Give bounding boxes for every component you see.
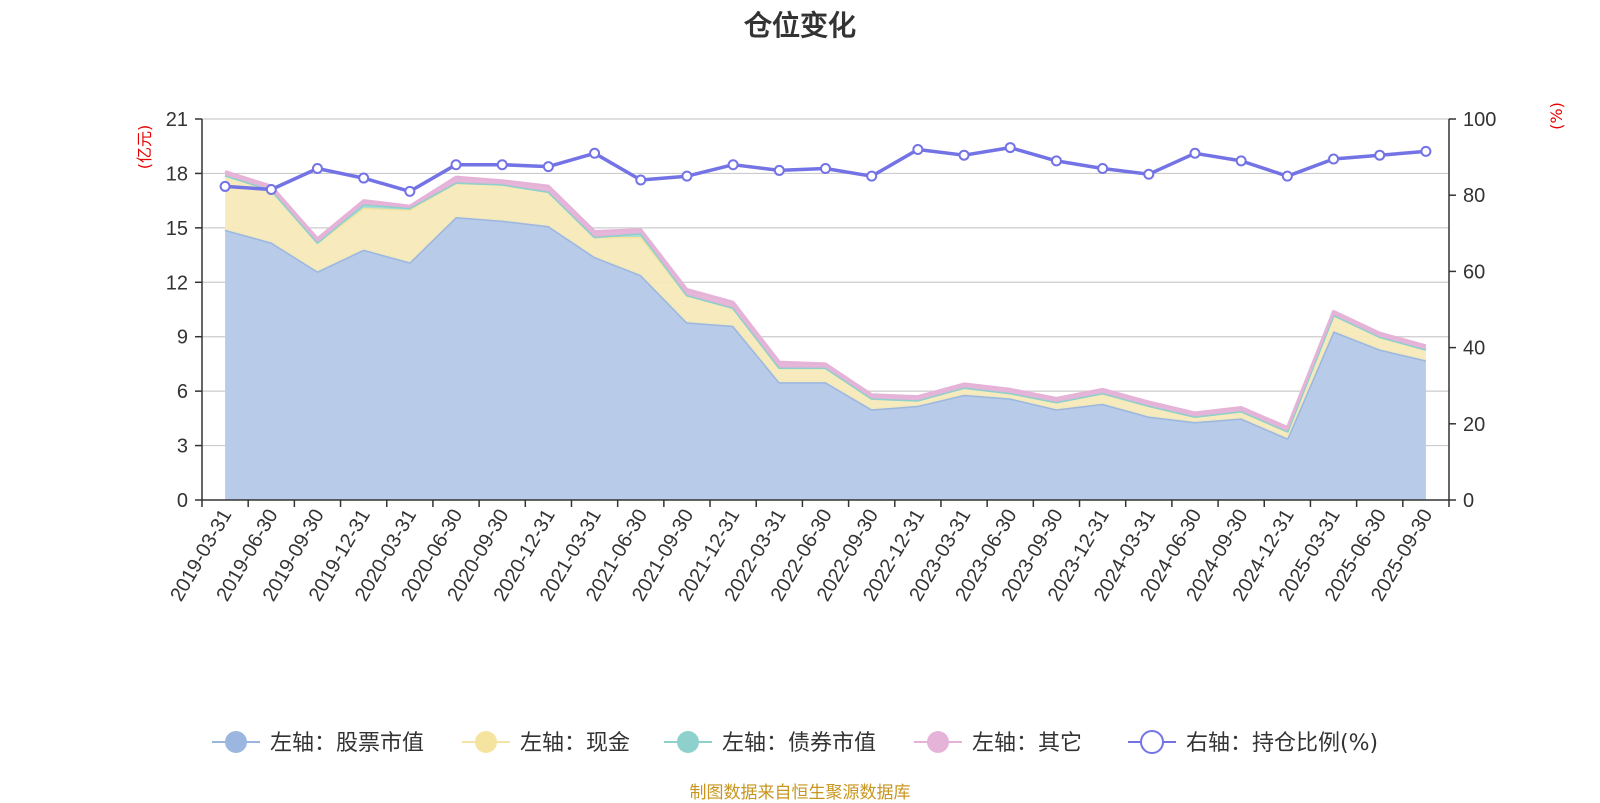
- left-tick-label: 3: [177, 436, 188, 458]
- ratio-point: [589, 147, 601, 159]
- right-tick-label: 20: [1463, 414, 1485, 436]
- right-tick-label: 0: [1463, 490, 1474, 512]
- right-tick-label: 100: [1463, 109, 1496, 131]
- legend-marker-2: [677, 731, 699, 753]
- area-series-3-edge: [224, 170, 1427, 429]
- ratio-point: [219, 180, 231, 192]
- ratio-point: [727, 159, 739, 171]
- legend-label-2: 左轴：债券市值: [722, 731, 876, 756]
- legend-label-1: 左轴：现金: [520, 731, 630, 756]
- ratio-point: [1328, 153, 1340, 165]
- right-axis-unit: (%): [1547, 102, 1566, 130]
- ratio-point: [404, 185, 416, 197]
- area-layer: [224, 170, 1427, 500]
- right-tick-label: 80: [1463, 185, 1485, 207]
- ratio-point: [1050, 155, 1062, 167]
- legend-label-4: 右轴：持仓比例(%): [1186, 731, 1378, 756]
- ratio-point: [958, 149, 970, 161]
- ratio-point: [542, 161, 554, 173]
- ratio-point: [681, 170, 693, 182]
- data-source-note: 制图数据来自恒生聚源数据库: [689, 783, 911, 802]
- left-axis-unit: (亿元): [135, 125, 154, 170]
- ratio-point: [1143, 168, 1155, 180]
- ratio-point: [265, 183, 277, 195]
- ratio-point: [1189, 147, 1201, 159]
- legend-label-3: 左轴：其它: [972, 731, 1082, 756]
- ratio-line-layer: [219, 142, 1432, 197]
- legend-marker-1: [475, 731, 497, 753]
- ratio-point: [496, 159, 508, 171]
- left-tick-label: 12: [166, 272, 188, 294]
- ratio-point: [820, 163, 831, 175]
- left-tick-label: 21: [166, 109, 188, 131]
- left-tick-label: 18: [166, 163, 188, 185]
- ratio-point: [1097, 163, 1109, 175]
- ratio-point: [450, 159, 462, 171]
- ratio-point: [358, 172, 370, 184]
- right-tick-label: 40: [1463, 338, 1485, 360]
- area-series-0: [225, 217, 1426, 500]
- legend-marker-3: [927, 731, 949, 753]
- ratio-point: [1420, 145, 1432, 157]
- ratio-point: [1374, 149, 1386, 161]
- ratio-point: [866, 170, 878, 182]
- ratio-point: [1004, 142, 1016, 154]
- legend-marker-0: [225, 731, 247, 753]
- right-tick-label: 60: [1463, 261, 1485, 283]
- ratio-point: [311, 163, 323, 175]
- legend: 左轴：股票市值 左轴：现金 左轴：债券市值 左轴：其它 右轴：持仓比例(%): [212, 730, 1378, 756]
- ratio-point: [773, 164, 785, 176]
- ratio-point: [635, 174, 647, 186]
- ratio-point: [1235, 155, 1247, 167]
- left-tick-label: 6: [177, 381, 188, 403]
- ratio-point: [912, 143, 924, 155]
- chart-title: 仓位变化: [743, 10, 856, 41]
- left-tick-label: 9: [177, 327, 188, 349]
- legend-marker-4: [1140, 730, 1164, 754]
- legend-label-0: 左轴：股票市值: [270, 731, 424, 756]
- left-tick-label: 0: [177, 490, 188, 512]
- ratio-point: [1281, 170, 1293, 182]
- left-tick-label: 15: [166, 218, 188, 240]
